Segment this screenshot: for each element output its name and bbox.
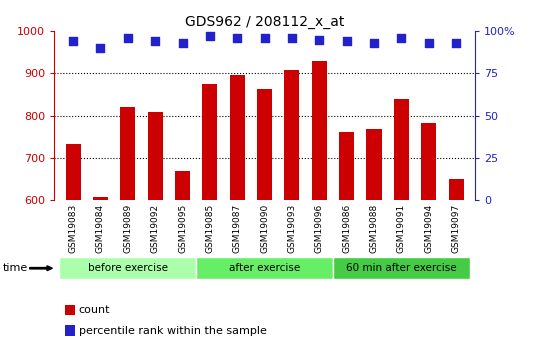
Point [151, 38, 159, 44]
Bar [175, 171, 190, 200]
Title: GDS962 / 208112_x_at: GDS962 / 208112_x_at [185, 14, 345, 29]
Point [233, 35, 241, 41]
Text: GSM19084: GSM19084 [96, 204, 105, 253]
Bar [66, 144, 80, 200]
Bar [312, 61, 327, 200]
Point [424, 40, 433, 46]
Text: before exercise: before exercise [88, 263, 168, 273]
Bar [367, 129, 382, 200]
Bar [147, 112, 163, 200]
Bar [333, 257, 470, 279]
Text: after exercise: after exercise [229, 263, 300, 273]
Text: GSM19087: GSM19087 [233, 204, 242, 253]
Point [315, 37, 323, 42]
Point [342, 38, 351, 44]
Text: percentile rank within the sample: percentile rank within the sample [79, 326, 267, 335]
Bar [449, 179, 463, 200]
Point [370, 40, 379, 46]
Text: GSM19092: GSM19092 [151, 204, 160, 253]
Text: GSM19090: GSM19090 [260, 204, 269, 253]
Point [124, 35, 132, 41]
Text: GSM19089: GSM19089 [123, 204, 132, 253]
Text: GSM19086: GSM19086 [342, 204, 351, 253]
Text: count: count [79, 305, 110, 315]
Text: GSM19093: GSM19093 [287, 204, 296, 253]
Text: time: time [3, 263, 28, 273]
Bar [257, 89, 272, 200]
Bar [285, 70, 300, 200]
Bar [230, 76, 245, 200]
Bar [59, 257, 196, 279]
Point [178, 40, 187, 46]
Bar [196, 257, 333, 279]
Point [452, 40, 461, 46]
Text: GSM19083: GSM19083 [69, 204, 78, 253]
Bar [339, 132, 354, 200]
Point [397, 35, 406, 41]
Text: GSM19085: GSM19085 [205, 204, 214, 253]
Point [260, 35, 269, 41]
Bar [202, 84, 218, 200]
Text: GSM19094: GSM19094 [424, 204, 433, 253]
Text: GSM19095: GSM19095 [178, 204, 187, 253]
Text: GSM19091: GSM19091 [397, 204, 406, 253]
Point [288, 35, 296, 41]
Point [69, 38, 77, 44]
Text: GSM19097: GSM19097 [451, 204, 461, 253]
Text: GSM19096: GSM19096 [315, 204, 324, 253]
Point [96, 45, 105, 51]
Point [206, 33, 214, 39]
Bar [120, 107, 136, 200]
Bar [421, 123, 436, 200]
Bar [93, 197, 108, 200]
Bar [394, 99, 409, 200]
Text: GSM19088: GSM19088 [369, 204, 379, 253]
Text: 60 min after exercise: 60 min after exercise [346, 263, 457, 273]
